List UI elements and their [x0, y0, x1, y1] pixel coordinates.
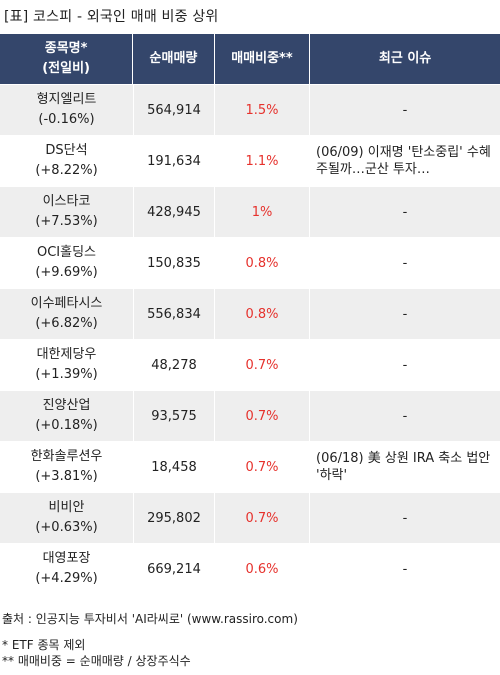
net-volume: 669,214 [133, 544, 214, 594]
recent-issue-cell: - [309, 289, 500, 339]
recent-issue-cell: - [309, 544, 500, 594]
recent-issue[interactable]: (06/18) 美 상원 IRA 축소 법안 '하락' [316, 451, 491, 483]
recent-issue-cell: - [309, 493, 500, 543]
stock-name: 한화솔루션우 [30, 449, 103, 464]
trade-ratio: 0.7% [214, 391, 309, 441]
trade-ratio: 0.7% [214, 493, 309, 543]
header-name: 종목명* (전일비) [0, 34, 132, 84]
header-name-line2: (전일비) [42, 61, 90, 76]
stock-name-cell: 이스타코 (+7.53%) [0, 187, 133, 237]
stock-name: 진양산업 [42, 398, 91, 413]
stock-name-cell: 진양산업 (+0.18%) [0, 391, 133, 441]
net-volume: 564,914 [133, 85, 214, 135]
footnote-ratio: ** 매매비중 = 순매매량 / 상장주식수 [2, 654, 191, 668]
trade-ratio: 0.8% [214, 238, 309, 288]
table-row: 진양산업 (+0.18%) 93,575 0.7% - [0, 390, 500, 441]
stock-change: (+6.82%) [35, 316, 98, 331]
stock-name-cell: 비비안 (+0.63%) [0, 493, 133, 543]
stock-change: (-0.16%) [38, 112, 95, 127]
trade-ratio: 0.7% [214, 442, 309, 492]
stock-name-cell: DS단석 (+8.22%) [0, 136, 133, 186]
net-volume: 191,634 [133, 136, 214, 186]
net-volume: 48,278 [133, 340, 214, 390]
net-volume: 428,945 [133, 187, 214, 237]
table-header: 종목명* (전일비) 순매매량 매매비중** 최근 이슈 [0, 34, 500, 84]
stock-change: (+4.29%) [35, 571, 98, 586]
net-volume: 93,575 [133, 391, 214, 441]
stock-name-cell: 이수페타시스 (+6.82%) [0, 289, 133, 339]
stock-name: DS단석 [45, 143, 88, 158]
recent-issue-cell: - [309, 340, 500, 390]
header-name-line1: 종목명* [44, 41, 88, 56]
stock-change: (+7.53%) [35, 214, 98, 229]
ranking-table: 종목명* (전일비) 순매매량 매매비중** 최근 이슈 형지엘리트 (-0.1… [0, 34, 500, 594]
stock-name: 이스타코 [42, 194, 91, 209]
net-volume: 295,802 [133, 493, 214, 543]
stock-name: 대한제당우 [36, 347, 97, 362]
recent-issue-cell: - [309, 391, 500, 441]
recent-issue-cell: - [309, 187, 500, 237]
stock-change: (+0.18%) [35, 418, 98, 433]
stock-name-cell: 형지엘리트 (-0.16%) [0, 85, 133, 135]
stock-name: 형지엘리트 [36, 92, 97, 107]
recent-issue-cell: - [309, 85, 500, 135]
stock-name: 비비안 [48, 500, 85, 515]
recent-issue: - [402, 255, 408, 271]
trade-ratio: 0.7% [214, 340, 309, 390]
table-row: 대영포장 (+4.29%) 669,214 0.6% - [0, 543, 500, 594]
recent-issue[interactable]: (06/09) 이재명 '탄소중립' 수혜주될까…군산 투자… [316, 145, 491, 177]
net-volume: 150,835 [133, 238, 214, 288]
stock-change: (+3.81%) [35, 469, 98, 484]
stock-change: (+9.69%) [35, 265, 98, 280]
source-note: 출처 : 인공지능 투자비서 'AI라씨로' (www.rassiro.com) [2, 612, 298, 626]
table-row: 한화솔루션우 (+3.81%) 18,458 0.7% (06/18) 美 상원… [0, 441, 500, 492]
table-row: 이수페타시스 (+6.82%) 556,834 0.8% - [0, 288, 500, 339]
recent-issue: - [402, 102, 408, 118]
trade-ratio: 0.8% [214, 289, 309, 339]
table-row: 대한제당우 (+1.39%) 48,278 0.7% - [0, 339, 500, 390]
recent-issue-cell: - [309, 238, 500, 288]
header-volume: 순매매량 [132, 34, 214, 84]
stock-change: (+8.22%) [35, 163, 98, 178]
page-title: [표] 코스피 - 외국인 매매 비중 상위 [4, 9, 219, 25]
stock-name-cell: 한화솔루션우 (+3.81%) [0, 442, 133, 492]
table-row: OCI홀딩스 (+9.69%) 150,835 0.8% - [0, 237, 500, 288]
table-row: 형지엘리트 (-0.16%) 564,914 1.5% - [0, 84, 500, 135]
stock-name-cell: OCI홀딩스 (+9.69%) [0, 238, 133, 288]
table-row: 비비안 (+0.63%) 295,802 0.7% - [0, 492, 500, 543]
stock-name: 대영포장 [42, 551, 91, 566]
stock-change: (+1.39%) [35, 367, 98, 382]
trade-ratio: 1.5% [214, 85, 309, 135]
footnote-etf: * ETF 종목 제외 [2, 638, 86, 652]
stock-name: OCI홀딩스 [36, 245, 97, 260]
net-volume: 556,834 [133, 289, 214, 339]
table-body: 형지엘리트 (-0.16%) 564,914 1.5% - DS단석 (+8.2… [0, 84, 500, 594]
recent-issue: - [402, 204, 408, 220]
recent-issue-cell: (06/09) 이재명 '탄소중립' 수혜주될까…군산 투자… [309, 136, 500, 186]
recent-issue: - [402, 306, 408, 322]
stock-name-cell: 대한제당우 (+1.39%) [0, 340, 133, 390]
recent-issue: - [402, 561, 408, 577]
trade-ratio: 0.6% [214, 544, 309, 594]
net-volume: 18,458 [133, 442, 214, 492]
recent-issue-cell: (06/18) 美 상원 IRA 축소 법안 '하락' [309, 442, 500, 492]
recent-issue: - [402, 408, 408, 424]
trade-ratio: 1.1% [214, 136, 309, 186]
table-row: 이스타코 (+7.53%) 428,945 1% - [0, 186, 500, 237]
recent-issue: - [402, 357, 408, 373]
header-ratio: 매매비중** [213, 34, 309, 84]
stock-change: (+0.63%) [35, 520, 98, 535]
stock-name: 이수페타시스 [30, 296, 103, 311]
stock-name-cell: 대영포장 (+4.29%) [0, 544, 133, 594]
table-row: DS단석 (+8.22%) 191,634 1.1% (06/09) 이재명 '… [0, 135, 500, 186]
trade-ratio: 1% [214, 187, 309, 237]
header-issue: 최근 이슈 [309, 34, 500, 84]
recent-issue: - [402, 510, 408, 526]
